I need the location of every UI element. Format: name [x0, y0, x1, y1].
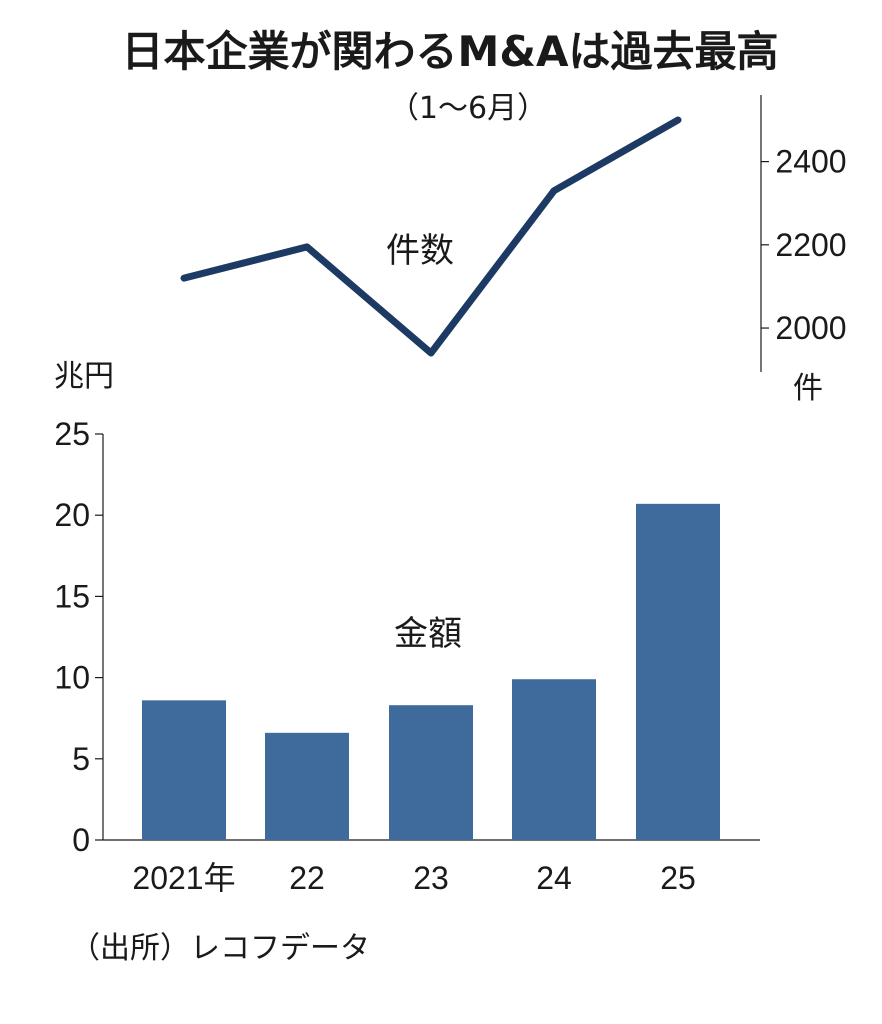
bar-y-tick-label: 0 — [72, 822, 90, 858]
chart-title: 日本企業が関わるM&Aは過去最高 — [122, 27, 779, 76]
line-series-path — [180, 116, 682, 357]
line-series-label: 件数 — [386, 231, 454, 271]
bar-ticks: 0 5 10 15 20 25 — [54, 416, 103, 858]
bar-y-tick-label: 25 — [54, 416, 90, 452]
bar-y-unit: 兆円 — [54, 359, 114, 394]
line-y-tick-label: 2200 — [775, 227, 846, 263]
bar-y-tick-label: 10 — [54, 660, 90, 696]
source-label: （出所）レコフデータ — [70, 931, 370, 966]
x-tick-label: 24 — [536, 860, 572, 896]
bar-y-tick-label: 15 — [54, 578, 90, 614]
bar-mark — [142, 700, 226, 840]
bar-mark — [389, 705, 473, 840]
bar-marks — [142, 503, 720, 840]
bar-y-tick-label: 20 — [54, 497, 90, 533]
category-ticks: 2021年 22 23 24 25 — [132, 860, 695, 896]
bar-series-label: 金額 — [394, 614, 462, 654]
bar-mark — [265, 732, 349, 840]
line-y-unit: 件 — [793, 371, 823, 406]
chart-subtitle: （1～6月） — [389, 91, 547, 126]
x-tick-label: 23 — [413, 860, 449, 896]
line-y-tick-label: 2000 — [775, 310, 846, 346]
x-tick-label: 2021年 — [132, 860, 235, 896]
bar-y-tick-label: 5 — [72, 741, 90, 777]
bar-mark — [636, 503, 720, 840]
x-tick-label: 22 — [289, 860, 325, 896]
x-tick-label: 25 — [660, 860, 696, 896]
bar-mark — [512, 679, 596, 840]
line-y-tick-label: 2400 — [775, 144, 846, 180]
line-ticks: 2000 2200 2400 — [761, 144, 847, 346]
